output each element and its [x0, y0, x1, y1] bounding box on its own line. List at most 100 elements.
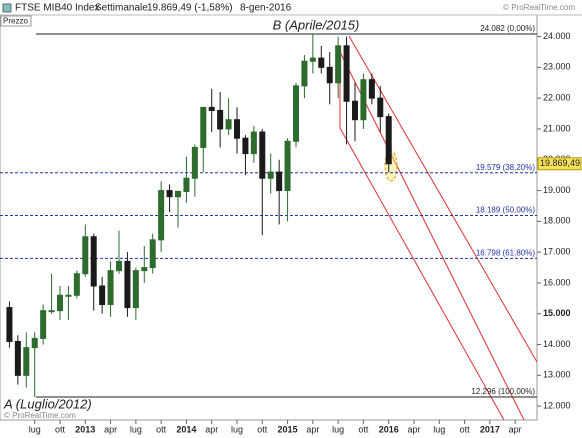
candle-body: [352, 100, 358, 121]
x-tick-label: 2013: [75, 424, 95, 434]
candle-body: [259, 131, 266, 179]
y-tick-label: 22.000: [543, 93, 571, 103]
candle-body: [335, 45, 342, 84]
watermark: © ProRealTime.com: [4, 411, 76, 420]
watermark: © ProRealTime.com: [503, 3, 575, 12]
y-tick-label: 14.000: [543, 339, 571, 349]
annotation: B (Aprile/2015): [273, 17, 360, 32]
x-tick-label: apr: [104, 424, 117, 434]
candle-body: [31, 337, 38, 349]
x-tick-label: ott: [55, 424, 66, 434]
y-tick-label: 17.000: [543, 247, 571, 257]
x-tick-label: 2017: [480, 424, 500, 434]
candle-body: [40, 310, 47, 339]
candle-body: [6, 307, 13, 342]
candle-body: [23, 347, 30, 376]
annotation: A (Luglio/2012): [3, 396, 92, 411]
candle-body: [107, 270, 114, 306]
candle-body: [284, 140, 291, 192]
x-tick-label: ott: [257, 424, 268, 434]
x-tick-label: ott: [156, 424, 167, 434]
x-tick-label: apr: [306, 424, 319, 434]
y-axis-label: Prezzo: [3, 17, 28, 26]
x-tick-label: lug: [130, 424, 142, 434]
candle-body: [200, 106, 207, 148]
candle-body: [90, 236, 97, 287]
candle-body: [276, 171, 283, 192]
channel-line: [339, 127, 505, 421]
date: 8-gen-2016: [240, 3, 292, 14]
y-tick-label: 18.000: [543, 216, 571, 226]
candle-body: [191, 146, 198, 179]
level-label: 12.296 (100,00%): [471, 387, 535, 396]
level-label: 19.579 (38,20%): [476, 163, 535, 172]
y-label-box: [0, 15, 32, 27]
candle-body: [73, 273, 80, 296]
y-tick-label: 23.000: [543, 62, 571, 72]
x-tick-label: 2015: [278, 424, 298, 434]
candle-body: [208, 106, 215, 111]
y-tick-label: 15.000: [543, 308, 571, 318]
candle-body: [326, 66, 333, 84]
last-change: 19.869,49 (-1,58%): [147, 3, 233, 14]
last-price-label: 19.869,49: [540, 158, 580, 168]
y-tick-label: 19.000: [543, 185, 571, 195]
y-tick-label: 16.000: [543, 277, 571, 287]
plot-frame: [0, 14, 538, 421]
x-tick-label: ott: [358, 424, 369, 434]
x-tick-label: ott: [460, 424, 471, 434]
candle-body: [225, 119, 232, 130]
last-price-box: [537, 157, 582, 171]
candle-body: [48, 310, 55, 313]
candle-body: [166, 190, 173, 198]
candle-body: [116, 260, 122, 272]
candle-body: [385, 116, 392, 165]
header-icon: [2, 3, 12, 13]
y-tick-label: 13.000: [543, 370, 571, 380]
candle-body: [242, 137, 249, 155]
candle-body: [175, 190, 181, 198]
level-label: 16.798 (61,80%): [476, 248, 535, 257]
y-tick-label: 12.000: [543, 401, 571, 411]
y-tick-label: 24.000: [543, 31, 571, 41]
x-tick-label: lug: [29, 424, 41, 434]
level-label: 24.082 (0,00%): [480, 24, 535, 33]
candle-body: [217, 109, 224, 130]
x-tick-label: lug: [433, 424, 445, 434]
channel-line: [336, 45, 525, 421]
candle-body: [250, 131, 257, 155]
candle-body: [234, 119, 240, 139]
period: Settimanale: [95, 3, 148, 14]
candle-body: [360, 79, 367, 121]
candle-body: [183, 177, 190, 192]
x-tick-label: apr: [407, 424, 420, 434]
title: FTSE MIB40 Index: [15, 3, 99, 14]
x-tick-label: lug: [231, 424, 243, 434]
x-tick-label: lug: [332, 424, 344, 434]
candle-body: [309, 57, 316, 62]
x-tick-label: 2016: [379, 424, 399, 434]
candle-body: [82, 236, 89, 275]
x-tick-label: apr: [509, 424, 522, 434]
candle-body: [301, 60, 308, 87]
x-tick-label: 2014: [176, 424, 196, 434]
candle-body: [132, 270, 139, 309]
candle-body: [293, 85, 299, 142]
candle-body: [318, 57, 325, 68]
candle-body: [141, 267, 148, 272]
x-tick-label: apr: [205, 424, 218, 434]
candle-body: [124, 260, 131, 309]
candle-body: [149, 239, 156, 269]
candle-body: [267, 171, 274, 179]
level-label: 18.189 (50,00%): [476, 206, 535, 215]
candle-body: [368, 79, 375, 99]
y-tick-label: 21.000: [543, 123, 571, 133]
candle-body: [158, 190, 165, 241]
candle-body: [377, 97, 384, 118]
candle-body: [14, 340, 21, 376]
candle-body: [99, 285, 106, 306]
candle-body: [57, 294, 63, 312]
candle-body: [343, 45, 350, 102]
candle-body: [65, 294, 72, 297]
